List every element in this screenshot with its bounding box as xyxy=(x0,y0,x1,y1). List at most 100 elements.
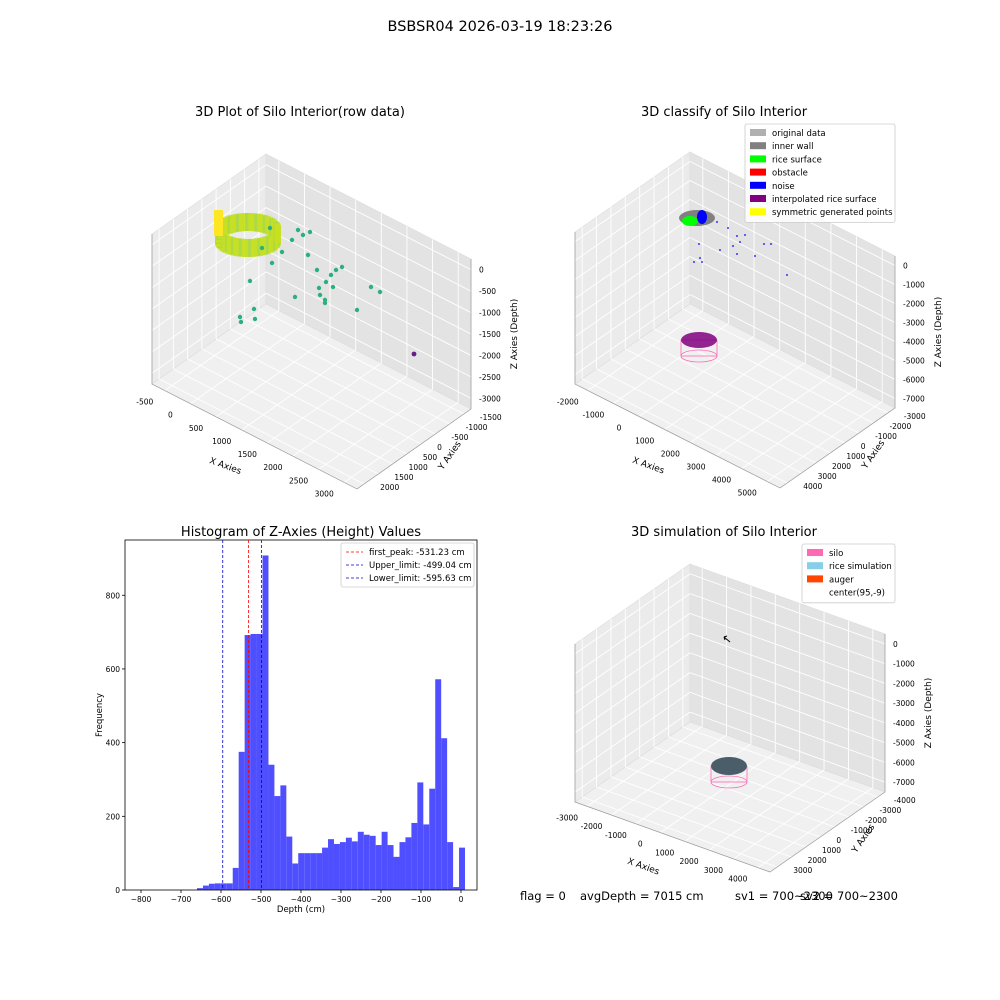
axis-edge xyxy=(574,232,781,489)
histogram-bar xyxy=(298,853,305,890)
grid-line xyxy=(625,348,831,454)
grid-line xyxy=(215,338,422,445)
chart-title: 3D classify of Silo Interior xyxy=(641,105,808,120)
surface-point xyxy=(238,238,245,257)
x-tick-label: −700 xyxy=(171,895,192,904)
axis-edge xyxy=(151,234,358,490)
y-tick-label: 0 xyxy=(861,442,866,451)
histogram-bar xyxy=(232,867,239,890)
legend-swatch xyxy=(750,129,766,136)
rice-surface-points xyxy=(682,216,698,226)
histogram-bar xyxy=(393,856,400,890)
grid-line xyxy=(265,292,472,399)
grid-line xyxy=(574,573,691,655)
x-tick-label: -1000 xyxy=(605,831,627,840)
grid-line xyxy=(757,787,874,868)
grid-line xyxy=(689,593,886,665)
histogram-bar xyxy=(357,831,364,890)
histogram-bar xyxy=(435,679,442,890)
noise-point xyxy=(739,241,741,243)
histogram-bar xyxy=(304,853,311,890)
grid-line xyxy=(201,348,408,455)
histogram-bar xyxy=(197,888,203,890)
legend-label: first_peak: -531.23 cm xyxy=(369,548,465,558)
panel-classify: -2000-1000010002000300040005000400030002… xyxy=(557,105,944,498)
y-tick-label: 1000 xyxy=(409,463,428,472)
scatter-point xyxy=(279,249,285,255)
noise-point xyxy=(736,235,738,237)
histogram-bar xyxy=(333,843,340,890)
histogram-bar xyxy=(429,788,436,890)
grid-line xyxy=(265,250,472,356)
grid-line xyxy=(265,271,472,378)
grid-line xyxy=(574,275,691,356)
x-tick-label: 500 xyxy=(189,424,204,433)
z-tick-label: 0 xyxy=(893,640,898,649)
histogram-bar xyxy=(214,883,221,890)
chart-title: 3D Plot of Silo Interior(row data) xyxy=(195,105,405,120)
histogram-bar xyxy=(208,883,215,890)
grid-line xyxy=(689,294,896,399)
z-tick-label: -4000 xyxy=(903,338,925,347)
legend-swatch xyxy=(750,168,766,176)
grid-line xyxy=(689,237,896,342)
x-tick-label: -3000 xyxy=(556,813,578,822)
x-tick-label: -500 xyxy=(136,398,153,407)
noise-point xyxy=(732,245,734,247)
y-tick-label: 0 xyxy=(836,836,841,845)
histogram-bar xyxy=(226,883,233,890)
x-tick-label: 5000 xyxy=(738,489,757,498)
grid-line xyxy=(587,310,704,391)
histogram-bar xyxy=(256,633,263,890)
legend-label: noise xyxy=(772,182,795,192)
scatter-point xyxy=(354,307,360,313)
legend-label: obstacle xyxy=(772,169,808,179)
surface-point xyxy=(245,213,251,231)
axis-edge xyxy=(356,259,472,490)
grid-line xyxy=(689,612,886,684)
legend-label: rice surface xyxy=(772,155,822,165)
scatter-point xyxy=(317,292,323,298)
histogram-bar xyxy=(453,887,460,890)
legend-swatch xyxy=(750,142,766,150)
y-tick-label: -1500 xyxy=(480,413,502,422)
surface-point xyxy=(214,210,223,236)
y-tick-label: 2000 xyxy=(808,856,827,865)
grid-line xyxy=(265,207,472,313)
z-tick-label: -1500 xyxy=(479,330,501,339)
sv2-readout: sv2 = 700~2300 xyxy=(800,889,898,903)
scatter-point xyxy=(259,245,265,251)
grid-line xyxy=(151,164,267,246)
grid-line xyxy=(639,756,835,828)
scatter-point xyxy=(314,267,320,273)
histogram-bar xyxy=(286,836,293,890)
histogram-bar xyxy=(202,885,209,890)
grid-line xyxy=(653,746,850,818)
grid-line xyxy=(151,250,267,331)
y-tick-label: -500 xyxy=(451,433,468,442)
legend-label: Lower_limit: -595.63 cm xyxy=(369,574,471,584)
grid-line xyxy=(574,613,691,694)
y-tick-label: 0 xyxy=(437,443,442,452)
x-axis-label: Depth (cm) xyxy=(277,905,325,915)
z-tick-label: -7000 xyxy=(903,395,925,404)
histogram-bar xyxy=(339,842,346,890)
scatter-point xyxy=(267,225,273,231)
grid-line xyxy=(267,362,382,444)
x-tick-label: −100 xyxy=(411,895,432,904)
y-tick-label: 3000 xyxy=(793,866,812,875)
y-tick-label: 2000 xyxy=(380,483,399,492)
grid-line xyxy=(258,308,465,415)
scatter-point xyxy=(307,229,313,235)
histogram-bar xyxy=(363,834,370,890)
scatter-point xyxy=(251,306,257,312)
legend-label: rice simulation xyxy=(829,562,892,572)
histogram-bar xyxy=(447,842,454,890)
x-tick-label: -2000 xyxy=(557,398,579,407)
z-axis-label: Z Axies (Depth) xyxy=(510,299,520,370)
silo-mesh xyxy=(680,349,718,363)
interpolated-surface xyxy=(681,332,717,348)
grid-line xyxy=(190,323,305,405)
histogram-bar xyxy=(459,847,465,890)
